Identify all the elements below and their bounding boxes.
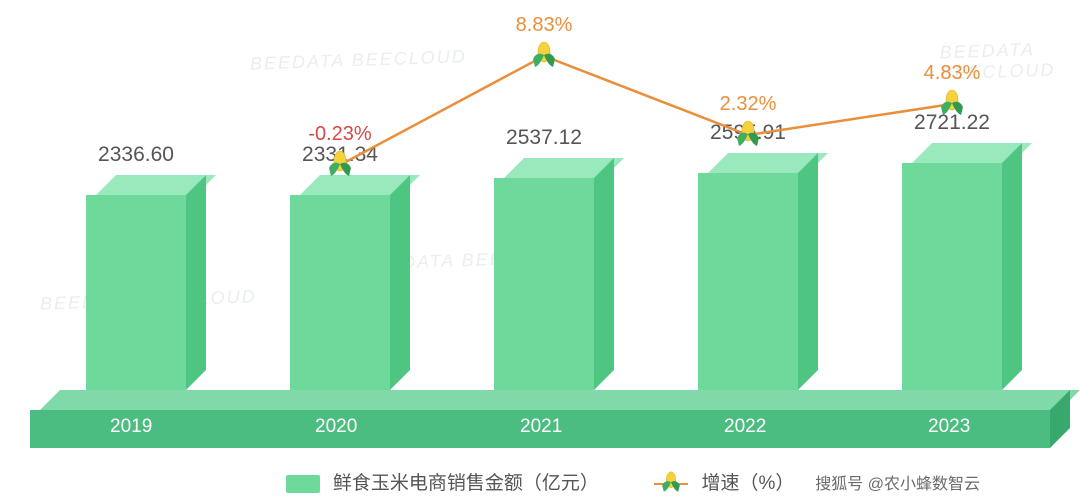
- bar-front-face: [902, 163, 1002, 390]
- bar-side-face: [594, 158, 614, 390]
- bar: [494, 178, 594, 390]
- legend-bar-label: 鲜食玉米电商销售金额（亿元）: [333, 473, 599, 494]
- bar-side-face: [186, 175, 206, 390]
- bar-front-face: [290, 195, 390, 390]
- bar-front-face: [494, 178, 594, 390]
- bar-side-face: [798, 153, 818, 390]
- line-value-label: -0.23%: [308, 123, 371, 146]
- bar-value-label: 2537.12: [454, 126, 634, 150]
- line-value-label: 8.83%: [516, 14, 573, 37]
- bar: [698, 173, 798, 390]
- bar-front-face: [86, 195, 186, 390]
- bar: [86, 195, 186, 390]
- legend-bar-swatch: [286, 475, 320, 493]
- corn-icon: [327, 150, 353, 180]
- corn-icon: [939, 89, 965, 119]
- bar-value-label: 2336.60: [46, 143, 226, 167]
- corn-icon: [531, 41, 557, 71]
- bar-front-face: [698, 173, 798, 390]
- base-top-face: [40, 390, 1080, 410]
- x-axis-label: 2021: [520, 416, 562, 438]
- bar: [902, 163, 1002, 390]
- legend-line-label: 增速（%）: [701, 473, 794, 494]
- legend-line-swatch: [654, 483, 688, 485]
- attribution-text: 搜狐号 @农小蜂数智云: [815, 470, 980, 494]
- bar-side-face: [390, 175, 410, 390]
- bar: [290, 195, 390, 390]
- x-axis-label: 2020: [315, 416, 357, 438]
- x-axis-label: 2023: [928, 416, 970, 438]
- corn-icon: [735, 120, 761, 150]
- line-value-label: 4.83%: [924, 62, 981, 85]
- bar-side-face: [1002, 143, 1022, 390]
- x-axis-label: 2019: [110, 416, 152, 438]
- line-value-label: 2.32%: [720, 93, 777, 116]
- x-axis-label: 2022: [724, 416, 766, 438]
